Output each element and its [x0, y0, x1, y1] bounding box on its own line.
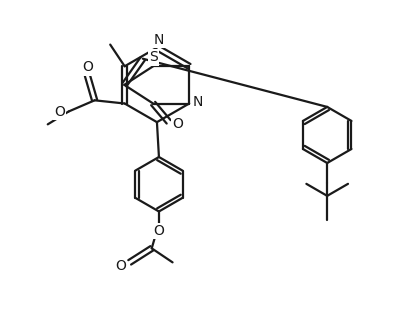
- Text: O: O: [115, 259, 126, 273]
- Text: N: N: [153, 33, 164, 47]
- Text: O: O: [172, 117, 182, 131]
- Text: O: O: [153, 224, 164, 238]
- Text: O: O: [54, 105, 65, 119]
- Text: S: S: [148, 51, 157, 65]
- Text: N: N: [192, 94, 203, 108]
- Text: O: O: [82, 60, 93, 74]
